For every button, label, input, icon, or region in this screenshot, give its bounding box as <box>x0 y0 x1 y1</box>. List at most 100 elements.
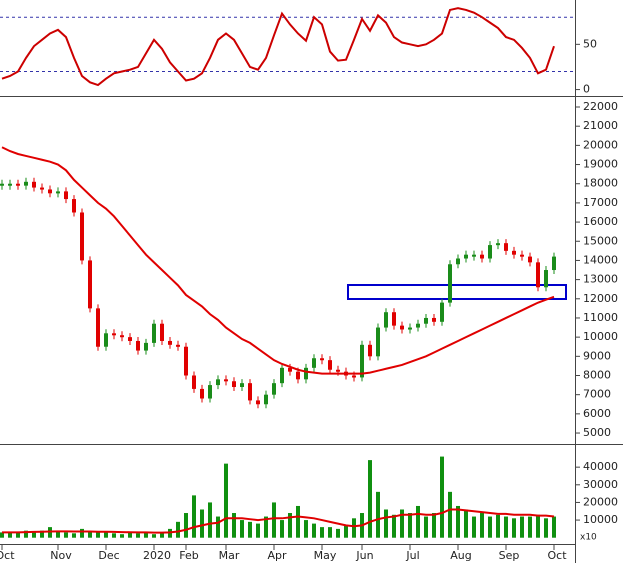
candle <box>384 312 388 328</box>
volume-bar <box>368 460 372 538</box>
y-tick-label: 15000 <box>583 234 618 247</box>
volume-bar <box>40 530 44 538</box>
volume-bar <box>128 532 132 538</box>
volume-bar <box>272 502 276 538</box>
volume-bar <box>184 513 188 538</box>
candle <box>304 367 308 380</box>
volume-bar <box>320 527 324 538</box>
volume-bar <box>504 516 508 538</box>
volume-bar <box>312 523 316 538</box>
x-tick-label: 2020 <box>143 549 171 562</box>
candle <box>520 254 524 257</box>
volume-bar <box>232 513 236 538</box>
ma-line <box>1 146 555 375</box>
y-tick-label: 5000 <box>583 426 611 439</box>
y-tick-label: 6000 <box>583 407 611 420</box>
candle <box>432 317 436 322</box>
candle <box>240 383 244 388</box>
volume-bar <box>384 509 388 538</box>
x-tick-label: May <box>314 549 337 562</box>
candle <box>24 181 28 186</box>
candle <box>144 342 148 351</box>
candle <box>176 344 180 347</box>
volume-bar <box>376 491 380 538</box>
y-tick-label: 21000 <box>583 119 618 132</box>
candle <box>208 385 212 399</box>
y-tick-label: 17000 <box>583 196 618 209</box>
candle <box>152 323 156 343</box>
candle <box>224 379 228 382</box>
candle <box>200 388 204 399</box>
volume-bar <box>464 509 468 538</box>
volume-bar <box>328 527 332 538</box>
volume-bar <box>0 532 4 538</box>
y-tick-label: 40000 <box>583 460 618 473</box>
candle <box>376 327 380 357</box>
candle <box>56 191 60 194</box>
candle <box>80 212 84 261</box>
candle <box>328 360 332 370</box>
volume-bar <box>440 456 444 538</box>
candle <box>72 199 76 213</box>
volume-bar <box>552 516 556 538</box>
candle <box>112 333 116 336</box>
x-tick-label: Apr <box>267 549 287 562</box>
volume-bar <box>96 531 100 538</box>
volume-bar <box>296 505 300 538</box>
y-tick-label: 9000 <box>583 349 611 362</box>
volume-bar <box>528 516 532 538</box>
candle <box>400 325 404 330</box>
candle <box>192 375 196 389</box>
candle <box>496 243 500 246</box>
candle <box>360 344 364 378</box>
y-tick-label: 16000 <box>583 215 618 228</box>
candle <box>64 191 68 200</box>
y-tick-label: 8000 <box>583 368 611 381</box>
candle <box>272 383 276 395</box>
volume-bar <box>8 531 12 538</box>
volume-bar <box>448 491 452 538</box>
candle <box>440 302 444 322</box>
volume-bar <box>480 513 484 538</box>
candle <box>120 335 124 338</box>
volume-bar <box>472 516 476 538</box>
y-tick-label: 11000 <box>583 311 618 324</box>
volume-bar <box>24 530 28 538</box>
volume-bar <box>392 514 396 538</box>
volume-bar <box>512 518 516 538</box>
candle <box>216 379 220 386</box>
volume-bar <box>192 495 196 538</box>
candle <box>96 308 100 347</box>
candle <box>424 317 428 324</box>
volume-bar <box>304 520 308 538</box>
volume-bar <box>240 520 244 538</box>
y-tick-label: 10000 <box>583 513 618 526</box>
candle <box>464 254 468 259</box>
candle <box>280 367 284 384</box>
volume-bar <box>88 532 92 538</box>
volume-bar <box>160 532 164 538</box>
candle <box>248 383 252 401</box>
candle <box>536 262 540 288</box>
volume-bar <box>112 533 116 538</box>
y-tick-label: 30000 <box>583 478 618 491</box>
candle <box>104 333 108 347</box>
y-tick-label: 18000 <box>583 177 618 190</box>
annotation-box <box>347 284 567 300</box>
x-tick-label: Oct <box>547 549 567 562</box>
volume-bar <box>176 521 180 538</box>
x-tick-label: Sep <box>499 549 520 562</box>
y-tick-label: 19000 <box>583 158 618 171</box>
candle <box>312 358 316 368</box>
candle <box>544 270 548 288</box>
volume-bar <box>152 534 156 538</box>
candle <box>264 394 268 405</box>
candle <box>296 371 300 380</box>
volume-bar <box>344 525 348 538</box>
volume-bar <box>352 518 356 538</box>
volume-bar <box>456 505 460 538</box>
y-tick-label: 50 <box>583 37 597 50</box>
candle <box>416 323 420 328</box>
x-tick-label: Feb <box>179 549 198 562</box>
volume-bar <box>16 532 20 538</box>
